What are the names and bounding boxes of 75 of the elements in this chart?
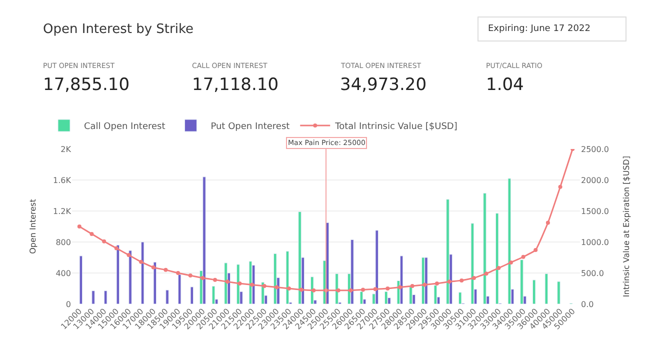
point (398, 285, 402, 290)
point (262, 284, 266, 288)
point (77, 224, 82, 228)
bar (409, 286, 412, 304)
text: 1.04 (486, 75, 524, 95)
text: Expiring: June 17 2022 (488, 24, 590, 34)
chart-title: Open Interest by Strike (43, 22, 194, 37)
point (546, 220, 550, 225)
y2-tick-label: 0.0 (581, 300, 594, 309)
point (521, 254, 526, 259)
bar (532, 280, 536, 304)
y-tick-label: 2K (60, 144, 72, 154)
bar (190, 286, 194, 304)
point (434, 282, 439, 286)
point (558, 184, 562, 189)
y2-tick-label: 1500.0 (581, 206, 609, 216)
point (312, 288, 316, 292)
point (348, 288, 353, 292)
point (460, 278, 464, 282)
y2-tick-label: 2500.0 (581, 144, 609, 154)
y2-axis-title: Intrinsic Value at Expiration [$USD] (622, 156, 632, 298)
bar (360, 291, 364, 304)
point (287, 286, 292, 290)
point (139, 260, 144, 264)
bar (458, 292, 462, 304)
point (90, 232, 94, 236)
text: 17,118.10 (192, 75, 279, 95)
point (386, 286, 390, 290)
bar (310, 276, 314, 304)
point (250, 282, 254, 287)
point (447, 280, 452, 284)
legend-label: Put Open Interest (210, 122, 290, 132)
text: 34,973.20 (340, 75, 427, 95)
point (472, 276, 476, 280)
point (225, 280, 230, 284)
y2-tick-label: 2000.0 (581, 176, 609, 185)
y-tick-label: 400 (56, 268, 71, 278)
point (422, 282, 427, 287)
point (151, 265, 156, 270)
bar (557, 281, 560, 304)
point (114, 246, 118, 250)
legend-label: Total Intrinsic Value [$USD] (334, 122, 458, 132)
y-tick-label: 800 (56, 238, 71, 247)
point (126, 253, 131, 258)
point (176, 271, 180, 275)
bar (104, 290, 108, 304)
legend-label: Call Open Interest (84, 122, 166, 132)
point (534, 248, 538, 252)
y-tick-label: 1.6K (53, 176, 72, 185)
point (238, 282, 242, 286)
bar (384, 291, 388, 304)
y-axis-title: Open Interest (28, 199, 38, 254)
point (102, 239, 106, 244)
y-tick-label: 0 (66, 300, 71, 309)
point (484, 272, 488, 276)
point (213, 278, 218, 282)
point (336, 288, 340, 292)
point (508, 260, 513, 264)
bar (166, 290, 169, 304)
point (299, 288, 304, 292)
point (496, 266, 501, 270)
point (200, 276, 205, 280)
bar (212, 286, 216, 304)
point (274, 285, 279, 290)
y2-tick-label: 1000.0 (581, 238, 609, 247)
bar (434, 285, 438, 304)
point (188, 273, 192, 278)
point (360, 288, 365, 292)
y2-tick-label: 500.0 (581, 268, 604, 278)
point (410, 284, 414, 288)
point (373, 287, 378, 292)
bar (92, 290, 95, 304)
text: 17,855.10 (43, 75, 130, 95)
point (164, 268, 168, 272)
y-tick-label: 1.2K (53, 206, 72, 216)
